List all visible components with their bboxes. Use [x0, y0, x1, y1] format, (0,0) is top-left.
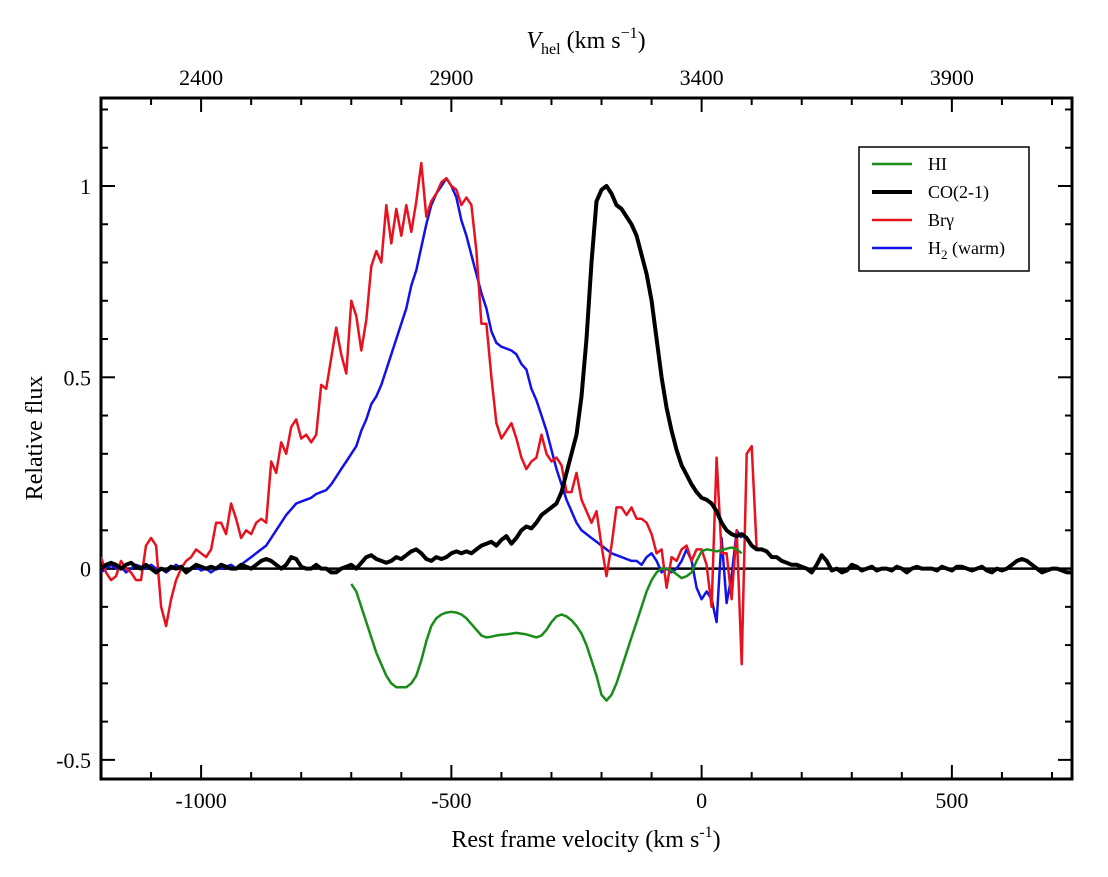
top-tick-label: 2400	[179, 65, 223, 90]
y-tick-label: 1	[80, 174, 91, 199]
ticks: -1000 -500 0 500 2400 2900 3400 3900 -0.5 0 0.5 1	[56, 65, 1072, 813]
y-tick-label: -0.5	[56, 748, 91, 773]
y-tick-label: 0	[80, 557, 91, 582]
x-tick-label: -1000	[175, 788, 226, 813]
x-axis-title: Rest frame velocity (km s-1)	[451, 824, 720, 853]
x-tick-label: 500	[935, 788, 968, 813]
y-axis-title: Relative flux	[22, 376, 48, 501]
top-tick-label: 3400	[680, 65, 724, 90]
legend: HI CO(2-1) Brγ H2 (warm)	[858, 146, 1030, 272]
y-tick-label: 0.5	[64, 365, 92, 390]
top-tick-label: 2900	[429, 65, 473, 90]
legend-box	[858, 146, 1030, 272]
series-line-2	[101, 161, 758, 666]
top-axis-title: Vhel (km s−1)	[526, 25, 645, 58]
series-line-0	[350, 546, 743, 702]
legend-label-hi: HI	[928, 154, 947, 174]
plot-frame	[99, 96, 1074, 781]
legend-label-brg: Brγ	[928, 210, 954, 230]
series-line-1	[101, 184, 1072, 575]
legend-label-h2: H2 (warm)	[928, 238, 1005, 262]
x-tick-label: 0	[696, 788, 707, 813]
legend-label-co: CO(2-1)	[928, 182, 989, 203]
x-tick-label: -500	[431, 788, 471, 813]
series-lines	[101, 161, 1072, 702]
top-tick-label: 3900	[930, 65, 974, 90]
